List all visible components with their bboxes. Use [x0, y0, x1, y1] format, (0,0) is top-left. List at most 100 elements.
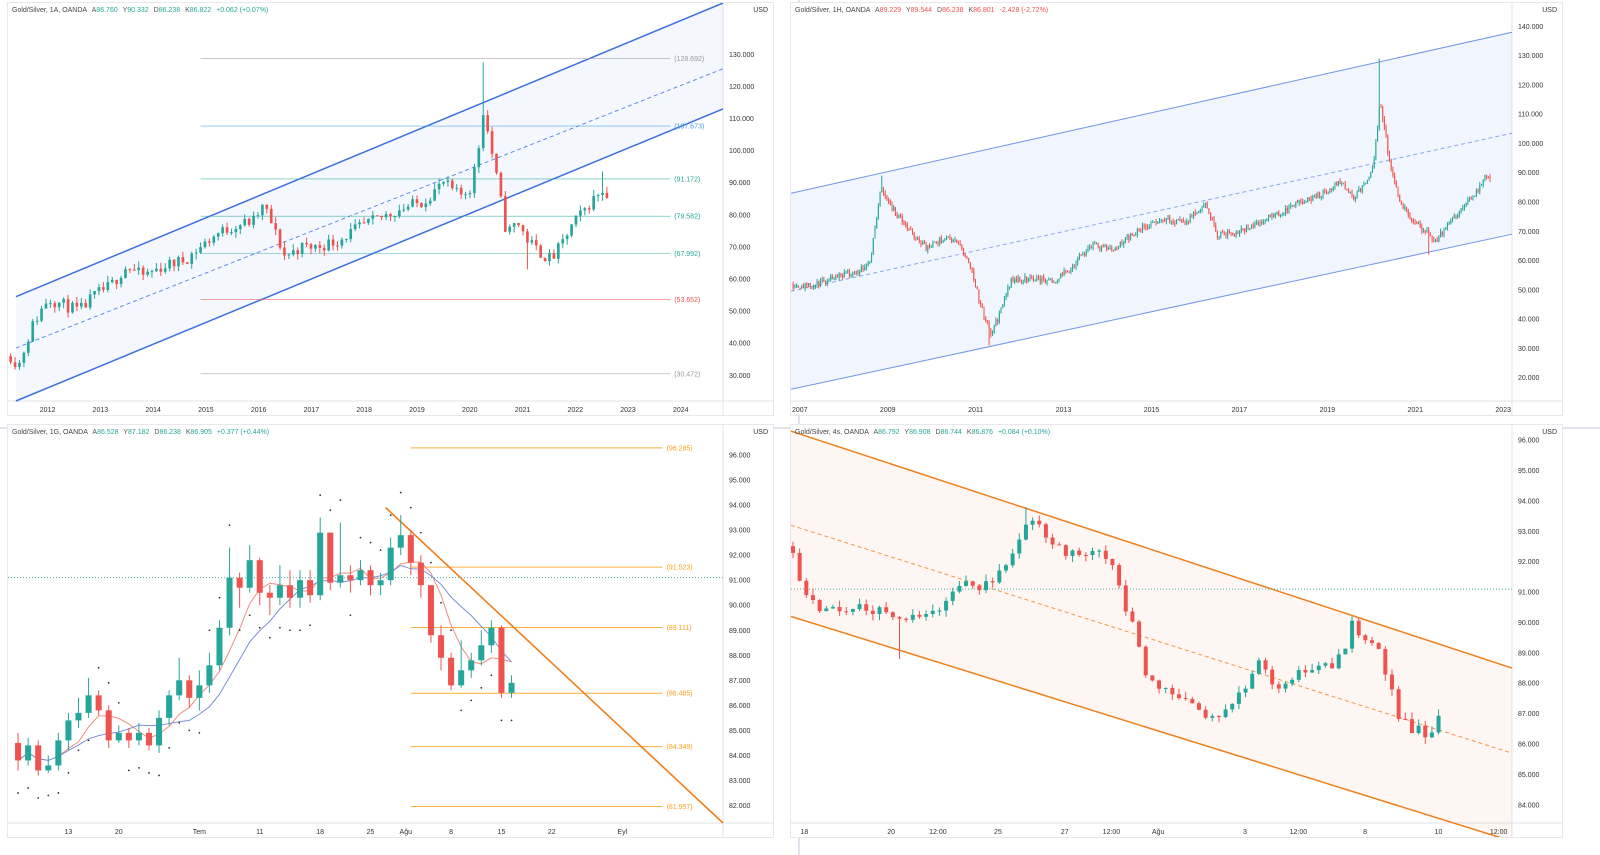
candle-body [1082, 253, 1084, 256]
candle-body [1124, 237, 1126, 243]
candle-body [1257, 222, 1259, 225]
candle-body [450, 180, 454, 189]
candle-body [1344, 183, 1346, 190]
candle-body [168, 259, 171, 269]
close-label: K [968, 7, 974, 14]
candle [1445, 226, 1447, 230]
candle-body [1026, 276, 1028, 283]
candle [1414, 219, 1416, 225]
chart-canvas[interactable]: (96.285)(91.523)(89.111)(86.485)(84.349)… [8, 425, 774, 838]
candle-body [864, 604, 869, 611]
candle [371, 211, 375, 225]
y-tick-label: 70.000 [1518, 229, 1540, 236]
candle [95, 690, 102, 716]
candle-body [976, 287, 978, 290]
candle-body [1286, 207, 1288, 212]
candle-body [1276, 684, 1281, 689]
sar-dot [399, 491, 402, 494]
candle [1085, 249, 1087, 257]
sar-dot [218, 596, 221, 599]
chart-panel-weekly[interactable]: 20.000 30.000 40.000 50.000 60.000 70.000 80.0… [790, 2, 1563, 416]
candle [808, 283, 810, 287]
symbol-label[interactable]: Gold/Silver, 1H, OANDA [795, 7, 871, 14]
y-tick-label: 82.000 [729, 803, 751, 810]
candle [859, 269, 861, 277]
chart-canvas[interactable]: 20.00030.00040.00050.00060.00070.00080.0… [791, 3, 1563, 416]
candle-body [234, 228, 238, 233]
candle-body [236, 577, 243, 588]
candle [1002, 304, 1004, 309]
candle-body [498, 627, 505, 693]
candle [1399, 194, 1401, 202]
candle [1111, 245, 1113, 252]
candle-body [930, 610, 935, 615]
candle-body [1000, 307, 1002, 314]
candle-body [1057, 544, 1062, 546]
candle [1155, 218, 1157, 226]
candle [882, 186, 885, 196]
candle-body [1392, 169, 1394, 176]
candle [570, 224, 573, 238]
candle [587, 205, 591, 214]
candle [314, 244, 317, 253]
chart-canvas[interactable]: 84.00085.00086.00087.00088.00089.00090.0… [791, 425, 1563, 838]
sar-dot [117, 701, 120, 704]
candle [806, 282, 808, 288]
candle [1104, 243, 1106, 248]
candle-body [1460, 208, 1462, 212]
candle-body [406, 206, 410, 210]
candle-body [327, 239, 330, 251]
candle-body [1046, 280, 1048, 283]
sar-dot [268, 636, 271, 639]
candle-body [1090, 246, 1092, 248]
candle [574, 215, 578, 228]
candle-body [1153, 221, 1155, 223]
candle-body [1332, 186, 1334, 191]
candle [1107, 246, 1109, 251]
chart-panel-monthly[interactable]: (128.692) (107.673) (91.172) (79.582) (67.99… [7, 2, 774, 416]
candle-body [1353, 196, 1355, 200]
candle-body [877, 205, 879, 218]
candle [1249, 228, 1251, 231]
fib-level-label: (128.692) [674, 56, 704, 63]
symbol-label[interactable]: Gold/Silver, 1G, OANDA [12, 429, 88, 436]
candle [1232, 232, 1234, 236]
candle [819, 278, 821, 288]
candle-body [291, 250, 295, 255]
candle-body [185, 262, 189, 264]
candle [407, 530, 414, 576]
chart-panel-fourhour[interactable]: 84.000 85.000 86.000 87.000 88.000 89.000 90.0… [790, 424, 1563, 838]
candle-body [495, 153, 498, 173]
candle [957, 240, 959, 245]
candle [1181, 219, 1183, 223]
candle [920, 240, 922, 248]
candle [1014, 277, 1016, 285]
candle-body [1075, 263, 1077, 268]
candle [35, 316, 39, 326]
symbol-label[interactable]: Gold/Silver, 1A, OANDA [12, 7, 88, 14]
candle [1174, 220, 1176, 227]
symbol-label[interactable]: Gold/Silver, 4s, OANDA [795, 429, 869, 436]
candle-body [1213, 218, 1215, 225]
candle-body [1031, 277, 1033, 279]
candle [1243, 685, 1248, 698]
sar-dot [127, 769, 130, 772]
candle-body [225, 227, 229, 233]
sar-dot [168, 747, 171, 749]
chart-canvas[interactable]: (128.692)(107.673)(91.172)(79.582)(67.99… [8, 3, 774, 416]
x-tick-label: 2009 [880, 407, 896, 414]
candle-body [1390, 159, 1392, 170]
candle [495, 153, 498, 175]
candle [357, 560, 364, 586]
x-tick-label: 2013 [1056, 407, 1072, 414]
candle-body [1421, 226, 1423, 232]
candle [57, 302, 61, 311]
candle [1269, 214, 1271, 218]
chart-panel-daily[interactable]: (96.285) (91.523) (89.111) (86.485) (84.349)… [7, 424, 774, 838]
candle [88, 289, 92, 310]
candle [934, 241, 936, 243]
candle-body [1356, 191, 1358, 198]
candle [804, 578, 809, 598]
candle [1128, 234, 1130, 243]
candle [1400, 200, 1402, 205]
